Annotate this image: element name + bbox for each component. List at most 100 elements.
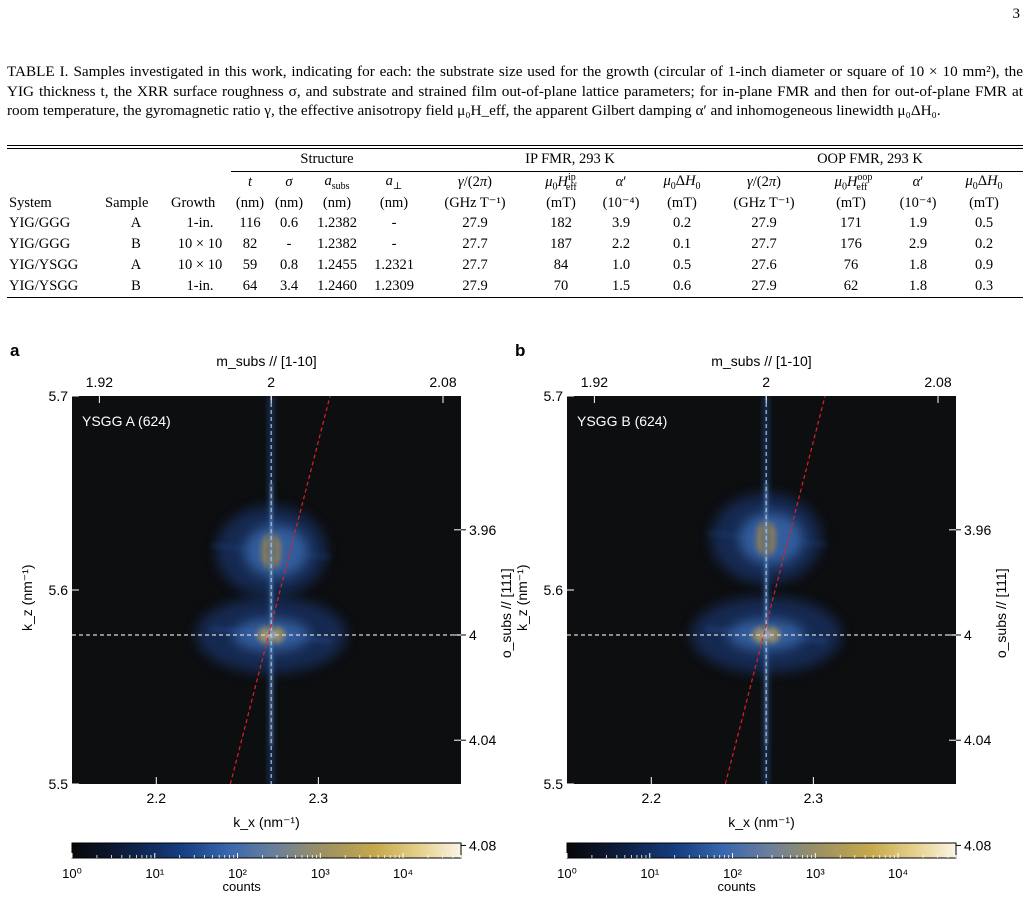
table-cell: 0.2 bbox=[672, 215, 692, 231]
column-header: (nm) bbox=[322, 194, 352, 211]
table-top-rule bbox=[7, 145, 1023, 149]
table-cell: 10 × 10 bbox=[177, 257, 223, 273]
symbol-cell: μ0ΔH0 bbox=[965, 172, 1003, 192]
x-tick-label: 2.3 bbox=[309, 790, 329, 806]
x-tick-label: 2.2 bbox=[642, 790, 662, 806]
symbol-row: t σ asubs a⊥ γ/(2π) μ0Hipeff α′ μ0ΔH0 γ/(2π) μ0Ho… bbox=[7, 171, 1023, 193]
table-cell: 70 bbox=[553, 278, 569, 294]
top-tick-label: 1.92 bbox=[86, 374, 113, 390]
colorbar-tick-label: 10⁴ bbox=[393, 866, 413, 881]
table-cell: 1-in. bbox=[186, 278, 214, 294]
table-cell: A bbox=[130, 215, 142, 231]
table-caption: TABLE I. Samples investigated in this wor… bbox=[7, 62, 1023, 121]
table-cell: - bbox=[286, 236, 292, 252]
top-axis-label: m_subs // [1-10] bbox=[216, 353, 316, 369]
right-tick-label: 4 bbox=[964, 627, 972, 643]
table-cell: 171 bbox=[840, 215, 862, 231]
table-cell: 1-in. bbox=[186, 215, 214, 231]
table-cell: 1.5 bbox=[611, 278, 631, 294]
symbol-cell: asubs bbox=[324, 172, 350, 192]
colorbar-tick-label: 10¹ bbox=[145, 866, 164, 881]
table-cell: YIG/YSGG bbox=[9, 278, 79, 294]
data-table: Structure IP FMR, 293 K OOP FMR, 293 K t… bbox=[7, 149, 1023, 297]
group-header-ip-fmr: IP FMR, 293 K bbox=[423, 149, 717, 172]
table-cell: 84 bbox=[553, 257, 569, 273]
table-cell: 182 bbox=[550, 215, 572, 231]
column-header: (GHz T⁻¹) bbox=[733, 194, 795, 211]
table-cell: 27.9 bbox=[751, 278, 777, 294]
panel-label: b bbox=[515, 341, 525, 360]
column-header: (10⁻⁴) bbox=[899, 194, 937, 211]
table-cell: 187 bbox=[550, 236, 572, 252]
colorbar bbox=[71, 842, 462, 859]
colorbar-label: counts bbox=[223, 879, 262, 894]
right-tick-label: 4.08 bbox=[964, 837, 991, 853]
column-header: (GHz T⁻¹) bbox=[444, 194, 506, 211]
page-number: 3 bbox=[1012, 6, 1021, 22]
table-cell: 62 bbox=[843, 278, 859, 294]
group-header-oop-fmr: OOP FMR, 293 K bbox=[717, 149, 1023, 172]
table-cell: A bbox=[130, 257, 142, 273]
column-header: (nm) bbox=[274, 194, 304, 211]
sample-label: YSGG A (624) bbox=[82, 413, 171, 429]
column-header: (mT) bbox=[836, 194, 866, 211]
x-tick-label: 2.2 bbox=[147, 790, 167, 806]
table-cell: 0.6 bbox=[672, 278, 692, 294]
symbol-cell: α′ bbox=[615, 173, 627, 190]
right-tick-label: 3.96 bbox=[469, 522, 496, 538]
table-cell: YIG/GGG bbox=[9, 236, 71, 252]
y-tick-label: 5.7 bbox=[544, 388, 564, 404]
right-tick-label: 4.04 bbox=[469, 732, 496, 748]
y-axis-label: k_z (nm⁻¹) bbox=[514, 565, 530, 632]
table-cell: 27.7 bbox=[462, 257, 488, 273]
heatmap-area bbox=[72, 396, 461, 784]
table-cell: 3.4 bbox=[279, 278, 299, 294]
colorbar-tick-label: 10³ bbox=[806, 866, 825, 881]
panel-a: YSGG A (624) a 2.2 2.3 5.5 5.6 5.7 1.92 2 2.08 3.9… bbox=[10, 341, 514, 894]
colorbar-tick-label: 10² bbox=[228, 866, 247, 881]
y-tick-label: 5.6 bbox=[49, 582, 69, 598]
table-cell: 0.5 bbox=[974, 215, 994, 231]
right-axis-label: o_subs // [111] bbox=[498, 568, 514, 658]
right-tick-label: 4.08 bbox=[469, 837, 496, 853]
table-cell: 27.6 bbox=[751, 257, 777, 273]
table-cell: 1.2455 bbox=[317, 257, 357, 273]
column-header: (10⁻⁴) bbox=[602, 194, 640, 211]
table-cell: 1.8 bbox=[908, 278, 928, 294]
y-axis-label: k_z (nm⁻¹) bbox=[19, 565, 35, 632]
table-cell: 0.2 bbox=[974, 236, 994, 252]
group-header-row: Structure IP FMR, 293 K OOP FMR, 293 K bbox=[7, 149, 1023, 172]
table-cell: 1.8 bbox=[908, 257, 928, 273]
samples-table: Structure IP FMR, 293 K OOP FMR, 293 K t… bbox=[7, 145, 1023, 298]
column-header: (mT) bbox=[546, 194, 576, 211]
caption-text: Samples investigated in this work, indic… bbox=[7, 63, 1023, 119]
table-cell: - bbox=[391, 236, 397, 252]
right-tick-label: 4.04 bbox=[964, 732, 991, 748]
y-tick-label: 5.5 bbox=[544, 776, 564, 792]
column-header: (mT) bbox=[969, 194, 999, 211]
table-cell: 27.9 bbox=[751, 215, 777, 231]
symbol-cell: σ bbox=[285, 173, 293, 190]
table-cell: 176 bbox=[840, 236, 862, 252]
symbol-cell: α′ bbox=[912, 173, 924, 190]
table-row: YIG/GGG A 1-in. 116 0.6 1.2382 - 27.9 182 3.9 0.2 2… bbox=[7, 213, 1023, 234]
table-bottom-rule bbox=[7, 297, 1023, 298]
table-cell: B bbox=[131, 278, 141, 294]
table-cell: 2.2 bbox=[611, 236, 631, 252]
y-tick-label: 5.5 bbox=[49, 776, 69, 792]
right-tick-label: 4 bbox=[469, 627, 477, 643]
table-cell: YIG/YSGG bbox=[9, 257, 79, 273]
y-tick-label: 5.6 bbox=[544, 582, 564, 598]
table-cell: 27.7 bbox=[462, 236, 488, 252]
panel-b: YSGG B (624) b 2.2 2.3 5.5 5.6 5.7 1.92 2 2.08 3.9… bbox=[514, 341, 1009, 894]
symbol-cell: t bbox=[247, 173, 253, 190]
table-cell: 0.1 bbox=[672, 236, 692, 252]
table-cell: YIG/GGG bbox=[9, 215, 71, 231]
column-header: (mT) bbox=[667, 194, 697, 211]
table-row: YIG/YSGG A 10 × 10 59 0.8 1.2455 1.2321 27.7 84 1… bbox=[7, 255, 1023, 276]
colorbar-tick-label: 10³ bbox=[311, 866, 330, 881]
heatmap-area bbox=[567, 396, 956, 784]
symbol-cell: μ0ΔH0 bbox=[663, 172, 701, 192]
table-cell: 1.2382 bbox=[317, 236, 357, 252]
